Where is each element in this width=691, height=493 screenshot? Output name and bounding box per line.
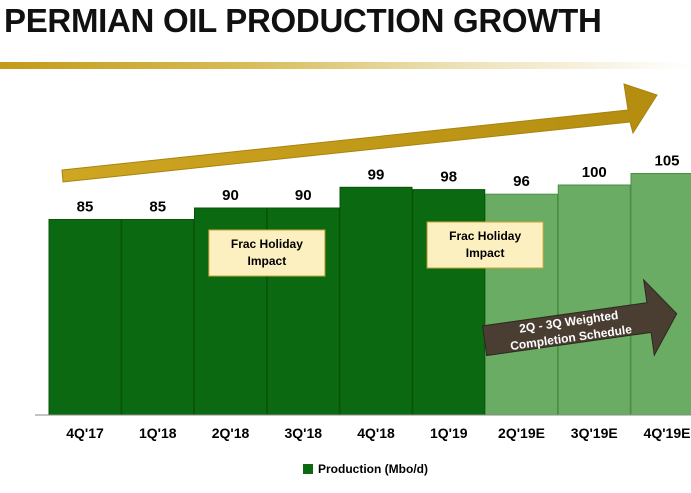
callout-text-1-0: Frac Holiday bbox=[449, 229, 521, 243]
title-divider bbox=[0, 62, 691, 69]
frac-holiday-callout-0: Frac Holiday Impact bbox=[208, 229, 326, 277]
data-label-3: 90 bbox=[295, 187, 312, 204]
cagr-label: 11% CAGR bbox=[311, 117, 385, 140]
data-label-1: 85 bbox=[149, 199, 166, 216]
x-tick-label-5: 1Q'19 bbox=[430, 425, 468, 441]
x-ticks-layer: 4Q'17 1Q'18 2Q'18 3Q'18 4Q'18 1Q'19 2Q'19E 3Q'1… bbox=[66, 425, 690, 441]
callout-text-1-1: Impact bbox=[466, 246, 505, 260]
data-label-0: 85 bbox=[77, 199, 94, 216]
x-tick-label-8: 4Q'19E bbox=[644, 425, 691, 441]
legend-swatch bbox=[303, 464, 313, 474]
x-tick-label-4: 4Q'18 bbox=[357, 425, 395, 441]
data-label-4: 99 bbox=[368, 166, 385, 183]
frac-holiday-callout-1: Frac Holiday Impact bbox=[426, 221, 544, 269]
callout-text-0-0: Frac Holiday bbox=[231, 237, 303, 251]
data-label-8: 105 bbox=[654, 153, 679, 170]
data-label-6: 96 bbox=[513, 173, 530, 190]
x-tick-label-2: 2Q'18 bbox=[212, 425, 250, 441]
data-labels-layer: 85 85 90 90 99 98 96 100 105 bbox=[77, 153, 680, 216]
bar-8 bbox=[630, 173, 691, 416]
x-tick-label-1: 1Q'18 bbox=[139, 425, 177, 441]
x-tick-label-6: 2Q'19E bbox=[498, 425, 545, 441]
legend-label: Production (Mbo/d) bbox=[318, 462, 428, 476]
callout-text-0-1: Impact bbox=[248, 254, 287, 268]
bar-7 bbox=[557, 184, 631, 416]
data-label-7: 100 bbox=[582, 164, 607, 181]
bar-1 bbox=[121, 219, 195, 416]
data-label-5: 98 bbox=[440, 169, 457, 186]
bar-0 bbox=[48, 219, 122, 416]
x-tick-label-3: 3Q'18 bbox=[284, 425, 322, 441]
x-tick-label-7: 3Q'19E bbox=[571, 425, 618, 441]
bars-layer bbox=[48, 173, 691, 416]
cagr-arrow bbox=[61, 83, 658, 183]
data-label-2: 90 bbox=[222, 187, 239, 204]
legend: Production (Mbo/d) bbox=[303, 462, 428, 476]
slide-title: PERMIAN OIL PRODUCTION GROWTH bbox=[4, 2, 602, 39]
x-tick-label-0: 4Q'17 bbox=[66, 425, 104, 441]
callouts-layer: Frac Holiday Impact Frac Holiday Impact bbox=[208, 221, 544, 277]
bar-4 bbox=[339, 186, 413, 416]
